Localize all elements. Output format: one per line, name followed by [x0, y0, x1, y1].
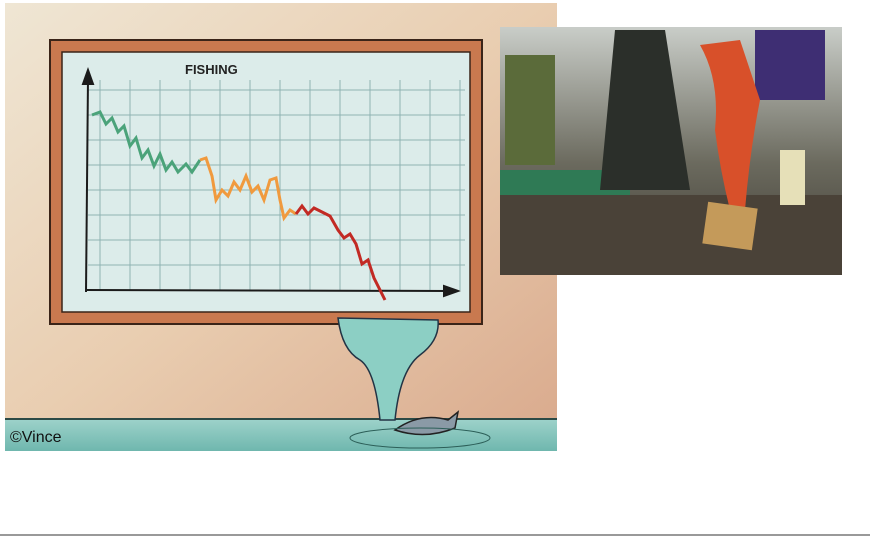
- photo: [500, 27, 842, 275]
- axes: [81, 67, 461, 298]
- boot: [780, 150, 805, 205]
- chart-board: [61, 51, 471, 313]
- cartoon: FISHING ©Vince: [5, 3, 557, 451]
- trend-line-red: [294, 203, 387, 301]
- black-net: [600, 30, 690, 190]
- rock: [702, 201, 758, 251]
- ripple: [349, 427, 491, 449]
- person-right: [755, 30, 825, 100]
- water: [5, 418, 557, 451]
- coral: [700, 40, 760, 210]
- trend-line-green: [91, 110, 202, 175]
- cartoon-title: FISHING: [185, 62, 238, 77]
- boat-hull: [500, 195, 842, 275]
- waterfall: [337, 317, 439, 421]
- person-left: [505, 55, 555, 165]
- trend-line-orange: [199, 156, 297, 222]
- credit: ©Vince: [10, 429, 62, 446]
